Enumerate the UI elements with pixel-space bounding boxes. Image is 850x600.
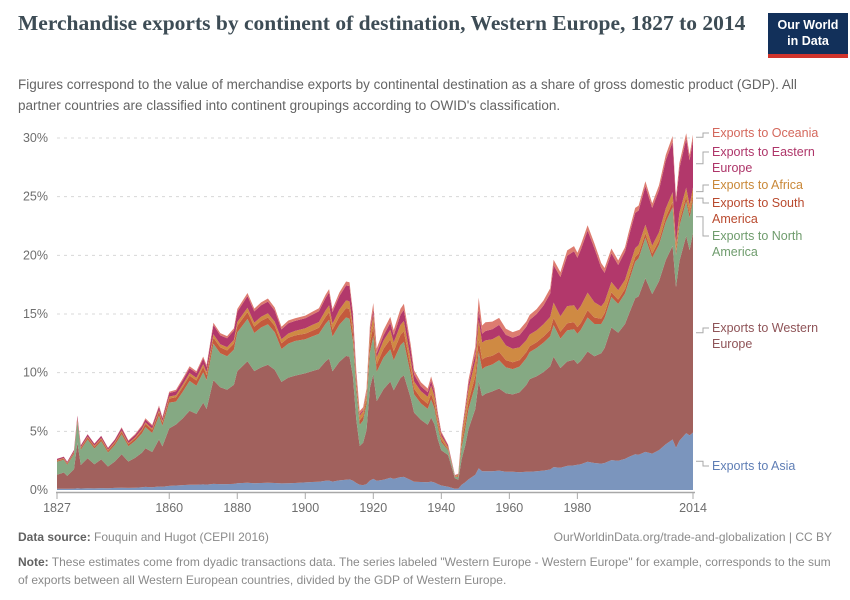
legend-item-eastern-europe[interactable]: Exports to Eastern Europe (712, 145, 815, 175)
note-label: Note: (18, 554, 49, 569)
attribution-line: OurWorldinData.org/trade-and-globalizati… (554, 529, 832, 546)
legend-connector-oceania (696, 132, 709, 138)
y-tick-label: 30% (23, 131, 48, 145)
legend-connector-south-america (696, 197, 709, 204)
x-tick-label: 1980 (563, 501, 591, 515)
legend-item-north-america[interactable]: Exports to North America (712, 229, 803, 259)
note-value: These estimates come from dyadic transac… (18, 554, 831, 587)
page-title: Merchandise exports by continent of dest… (18, 11, 746, 35)
legend-item-africa[interactable]: Exports to Africa (712, 178, 804, 192)
x-tick-label: 1860 (155, 501, 183, 515)
chart-subtitle: Figures correspond to the value of merch… (18, 77, 797, 113)
data-source-value: Fouquin and Hugot (CEPII 2016) (90, 530, 269, 544)
chart-canvas[interactable]: 0% 5% 10% 15% 20% 25% 30% 1827 1860 1880 1900 1920 1… (0, 0, 850, 528)
y-tick-label: 0% (30, 483, 48, 497)
area-eastern-europe[interactable] (57, 138, 693, 476)
legend-connector-eastern-europe (696, 151, 709, 165)
owid-logo: Our World in Data (768, 13, 848, 58)
owid-logo-line1: Our World (777, 18, 839, 32)
x-tick-label: 1827 (43, 501, 71, 515)
owid-logo-line2: in Data (787, 34, 829, 49)
y-tick-label: 15% (23, 307, 48, 321)
data-source-label: Data source: (18, 530, 91, 544)
area-asia[interactable] (57, 432, 693, 491)
x-tick-label: 1880 (223, 501, 251, 515)
y-tick-label: 25% (23, 190, 48, 204)
x-tick-label: 1960 (495, 501, 523, 515)
x-tick-label: 1920 (359, 501, 387, 515)
legend-connector-western-europe (696, 327, 709, 334)
legend-item-south-america[interactable]: Exports to South America (712, 196, 805, 226)
chart-footer: Data source: Fouquin and Hugot (CEPII 20… (18, 529, 832, 589)
x-tick-label: 1940 (427, 501, 455, 515)
data-source-line: Data source: Fouquin and Hugot (CEPII 20… (18, 529, 269, 546)
area-western-europe[interactable] (57, 233, 693, 489)
note-line: Note: These estimates come from dyadic t… (18, 553, 832, 589)
legend-item-asia[interactable]: Exports to Asia (712, 459, 796, 473)
x-tick-label: 2014 (679, 501, 707, 515)
legend-connector-asia (696, 460, 709, 467)
y-tick-label: 20% (23, 248, 48, 262)
x-tick-label: 1900 (291, 501, 319, 515)
legend-connector-africa (696, 184, 709, 193)
license-text: | CC BY (785, 530, 832, 544)
legend-item-oceania[interactable]: Exports to Oceania (712, 126, 819, 140)
owid-url-link[interactable]: OurWorldinData.org/trade-and-globalizati… (553, 530, 786, 544)
y-tick-label: 10% (23, 366, 48, 380)
y-tick-label: 5% (30, 424, 48, 438)
legend-item-western-europe[interactable]: Exports to Western Europe (712, 321, 819, 351)
legend-connector-north-america (696, 216, 709, 237)
area-north-america[interactable] (57, 200, 693, 480)
